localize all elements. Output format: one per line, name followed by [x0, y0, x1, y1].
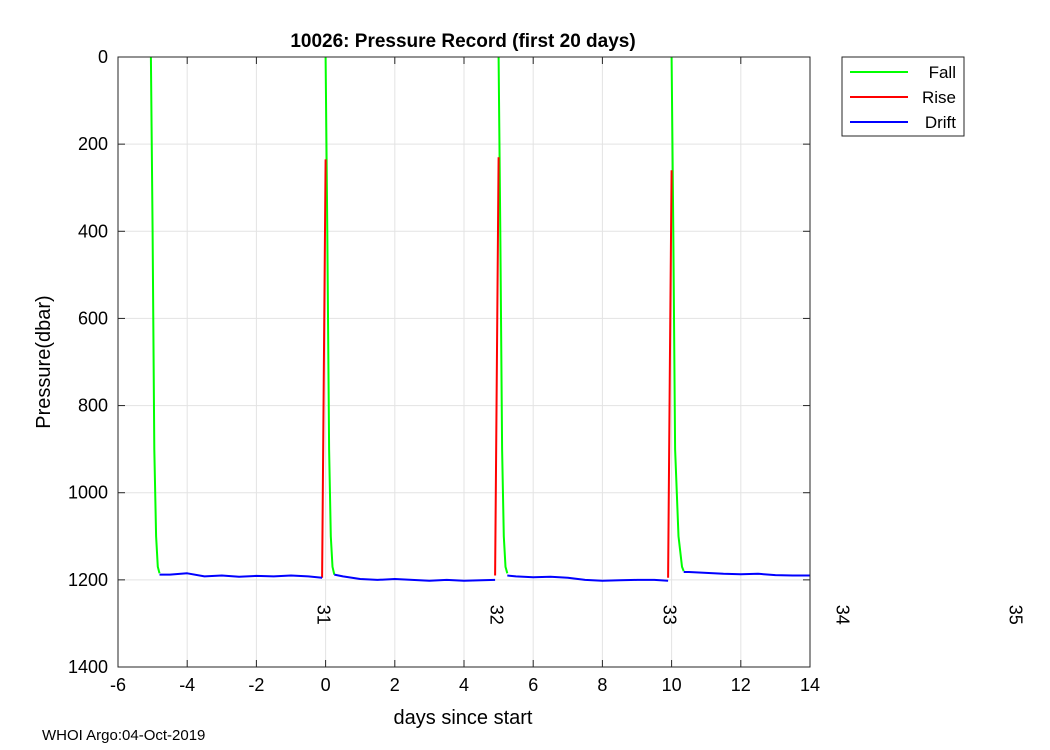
series-lines	[149, 56, 810, 582]
x-tick-label: 12	[731, 675, 751, 695]
y-tick-label: 400	[78, 221, 108, 241]
cycle-number-label: 34	[833, 605, 853, 625]
cycle-annotations: 31 32 33 34 35	[314, 605, 1026, 625]
x-tick-label: -2	[248, 675, 264, 695]
series-fall-line	[324, 56, 336, 575]
series-rise-line	[667, 170, 673, 578]
x-axis-label: days since start	[394, 707, 533, 729]
series-drift-line	[334, 573, 496, 582]
series-rise-line	[321, 159, 327, 578]
series-fall-line	[497, 56, 509, 574]
y-tick-label: 0	[98, 47, 108, 67]
series-fall-line	[670, 56, 685, 572]
y-tick-label: 1400	[68, 657, 108, 677]
y-tick-label: 600	[78, 308, 108, 328]
legend-label-drift: Drift	[925, 113, 956, 132]
x-tick-label: 2	[390, 675, 400, 695]
y-tick-label: 1000	[68, 483, 108, 503]
cycle-number-label: 32	[487, 605, 507, 625]
cycle-number-label: 35	[1006, 605, 1026, 625]
legend-label-fall: Fall	[929, 63, 956, 82]
y-tick-label: 800	[78, 396, 108, 416]
chart-title: 10026: Pressure Record (first 20 days)	[290, 31, 635, 52]
x-tick-label: 14	[800, 675, 820, 695]
series-drift-line	[683, 571, 810, 577]
legend: Fall Rise Drift	[841, 56, 965, 137]
x-tick-label: -6	[110, 675, 126, 695]
y-axis-ticks: 0 200 400 600 800 1000 1200 1400	[68, 47, 810, 677]
x-tick-label: 6	[528, 675, 538, 695]
cycle-number-label: 33	[660, 605, 680, 625]
series-rise-line	[494, 157, 500, 576]
x-tick-label: -4	[179, 675, 195, 695]
plot-frame	[117, 56, 811, 668]
x-tick-label: 8	[597, 675, 607, 695]
x-tick-label: 4	[459, 675, 469, 695]
y-axis-label: Pressure(dbar)	[33, 295, 55, 428]
series-drift-line	[159, 572, 323, 579]
series-drift-line	[507, 574, 669, 582]
x-tick-label: 10	[662, 675, 682, 695]
series-fall-line	[149, 56, 161, 574]
y-tick-label: 200	[78, 134, 108, 154]
footer-credit: WHOI Argo:04-Oct-2019	[42, 727, 206, 744]
x-tick-label: 0	[321, 675, 331, 695]
cycle-number-label: 31	[314, 605, 334, 625]
legend-label-rise: Rise	[922, 88, 956, 107]
y-tick-label: 1200	[68, 570, 108, 590]
